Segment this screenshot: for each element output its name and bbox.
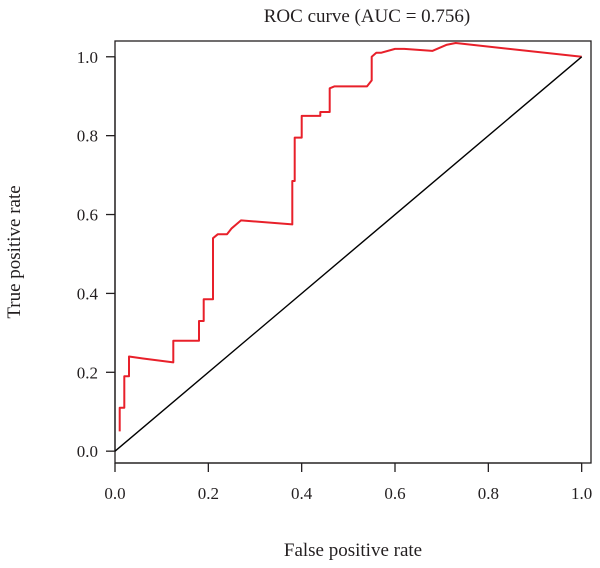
series-layer [114,42,583,452]
y-tick-label: 0.6 [77,206,98,225]
y-tick-label: 0.2 [77,363,98,382]
x-axis-title: False positive rate [284,540,422,561]
x-tick-label: 0.2 [198,484,219,503]
y-tick-label: 0.4 [77,284,99,303]
y-tick-label: 1.0 [77,48,98,67]
chart-title: ROC curve (AUC = 0.756) [264,6,471,27]
y-axis-title: True positive rate [4,185,25,318]
diagonal-reference-line [114,56,583,452]
x-tick-label: 0.0 [104,484,125,503]
x-tick-label: 0.8 [478,484,499,503]
plot-frame [114,40,592,464]
y-tick-label: 0.8 [77,127,98,146]
x-tick-label: 1.0 [571,484,592,503]
roc-curve-line [118,42,582,432]
x-tick-label: 0.6 [384,484,405,503]
x-axis: 0.0 0.2 0.4 0.6 0.8 1.0 [104,462,592,503]
x-tick-label: 0.4 [291,484,313,503]
y-tick-label: 0.0 [77,442,98,461]
y-axis: 0.0 0.2 0.4 0.6 0.8 1.0 [77,48,116,461]
